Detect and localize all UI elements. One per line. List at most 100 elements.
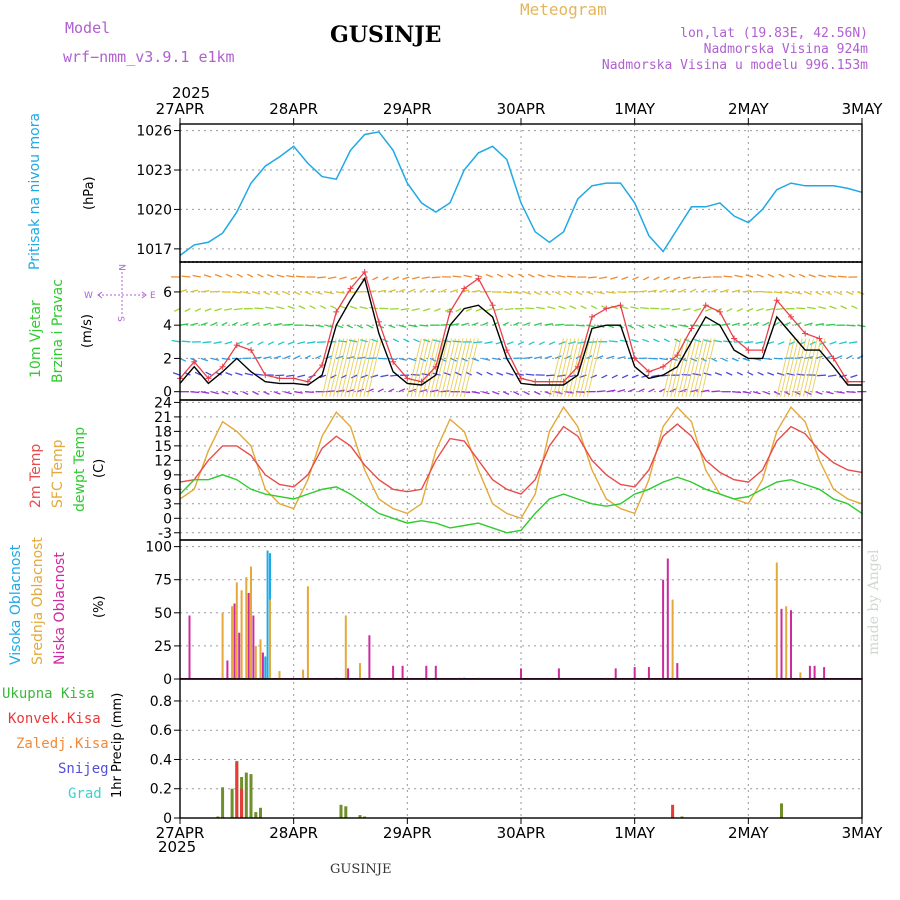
wind-streak bbox=[363, 338, 379, 397]
precip-bar-total bbox=[249, 774, 253, 818]
wind-barb bbox=[777, 341, 785, 345]
wind-barb bbox=[590, 305, 598, 310]
wind-barb bbox=[242, 291, 251, 295]
wind-streak bbox=[332, 338, 348, 397]
wind-barb bbox=[485, 273, 493, 278]
precip-legend-convective: Konvek.Kisa bbox=[8, 711, 101, 727]
wind-barb bbox=[244, 372, 254, 376]
lonlat-label: lon,lat (19.83E, 42.56N) bbox=[680, 26, 868, 41]
wind-streak bbox=[575, 338, 591, 397]
wind-barb bbox=[306, 341, 316, 344]
wind-barb bbox=[669, 288, 677, 293]
wind-barb bbox=[263, 391, 270, 395]
wind-streak bbox=[552, 338, 568, 397]
wind-barb bbox=[586, 324, 595, 328]
wind-barb bbox=[804, 291, 812, 296]
cloud-bar-mid bbox=[254, 645, 257, 679]
wind-barb bbox=[471, 322, 479, 326]
wind-barb bbox=[653, 276, 660, 281]
wind-barb bbox=[471, 391, 481, 394]
cloud-bar-mid bbox=[250, 566, 252, 679]
wind-barb bbox=[569, 305, 577, 310]
wind-barb bbox=[558, 305, 566, 310]
precip-bar-total bbox=[680, 816, 684, 818]
y-tick-label: -3 bbox=[158, 526, 172, 542]
wind-barb bbox=[827, 374, 837, 378]
wind-barb bbox=[388, 324, 396, 329]
wind-barb bbox=[742, 290, 752, 293]
precip-bar-convective bbox=[240, 788, 244, 818]
wind-streak bbox=[429, 338, 445, 397]
wind-barb bbox=[638, 324, 645, 329]
wind-barb bbox=[731, 357, 739, 362]
wind-barb bbox=[757, 371, 764, 376]
wind-streak bbox=[806, 338, 822, 397]
wind-barb bbox=[319, 374, 327, 379]
cloud-bar-mid bbox=[231, 606, 234, 679]
wind-barb bbox=[440, 323, 450, 326]
wind-barb bbox=[360, 374, 368, 379]
wind-barb bbox=[648, 289, 657, 293]
y-tick-label: 0.4 bbox=[150, 752, 172, 768]
precip-bar-total bbox=[363, 816, 367, 818]
wind-streak bbox=[418, 338, 434, 397]
wind-barb bbox=[421, 276, 431, 280]
wind-streak bbox=[776, 338, 792, 397]
top-year-label: 2025 bbox=[172, 84, 211, 102]
wind-barb bbox=[492, 357, 502, 361]
cloud-bar-low bbox=[633, 667, 636, 679]
wind-barb bbox=[525, 373, 535, 376]
wind-barb bbox=[631, 374, 639, 379]
wind-barb bbox=[481, 321, 489, 326]
wind-barb bbox=[471, 290, 481, 293]
wind-barb bbox=[284, 323, 293, 326]
wind-barb bbox=[254, 373, 264, 376]
wind-barb bbox=[767, 273, 775, 278]
wind-barb bbox=[273, 391, 281, 395]
wind-barb bbox=[544, 291, 551, 296]
precip-legend-total: Ukupna Kisa bbox=[2, 686, 95, 702]
wind-barb bbox=[776, 372, 785, 376]
wind-barb bbox=[273, 291, 280, 296]
wind-barb bbox=[317, 276, 326, 279]
precip-legend-hail: Grad bbox=[68, 786, 102, 802]
wind-barb bbox=[734, 274, 743, 278]
wind-barb bbox=[711, 288, 718, 293]
wind-barb bbox=[596, 355, 604, 360]
wind-barb bbox=[767, 371, 775, 376]
wind-barb bbox=[554, 291, 561, 296]
wind-barb bbox=[263, 356, 272, 360]
wind-barb bbox=[440, 357, 447, 362]
wind-barb bbox=[829, 305, 837, 310]
wind-barb bbox=[388, 289, 396, 293]
wind-barb bbox=[174, 308, 181, 312]
cloud-bar-high bbox=[266, 550, 269, 679]
wind-barb bbox=[736, 371, 743, 376]
wind-barb bbox=[304, 324, 314, 327]
wind-barb bbox=[181, 275, 191, 278]
wind-barb bbox=[325, 291, 334, 295]
wind-barb bbox=[465, 371, 472, 376]
wind-streak bbox=[433, 338, 449, 397]
wind-streak bbox=[414, 338, 430, 397]
wind-barb bbox=[382, 276, 389, 281]
wind-streak bbox=[681, 338, 697, 397]
wind-barb bbox=[211, 290, 221, 293]
wind-barb bbox=[567, 275, 576, 278]
y-tick-label: 0 bbox=[163, 511, 172, 527]
wind-barb bbox=[190, 391, 200, 394]
wind-barb bbox=[231, 321, 238, 326]
wind-streak bbox=[440, 338, 456, 397]
cloud-bar-low bbox=[823, 667, 826, 679]
wind-barb bbox=[648, 324, 656, 329]
wind-barb bbox=[857, 291, 865, 295]
wind-barb bbox=[679, 324, 689, 328]
bottom-year-label: 2025 bbox=[158, 838, 197, 856]
wind-barb bbox=[721, 288, 730, 293]
wind-streak bbox=[444, 338, 460, 397]
wind-barb bbox=[482, 391, 490, 395]
wind-barb bbox=[596, 291, 605, 295]
station-title: GUSINJE bbox=[330, 22, 442, 48]
wind-streak bbox=[452, 338, 468, 397]
